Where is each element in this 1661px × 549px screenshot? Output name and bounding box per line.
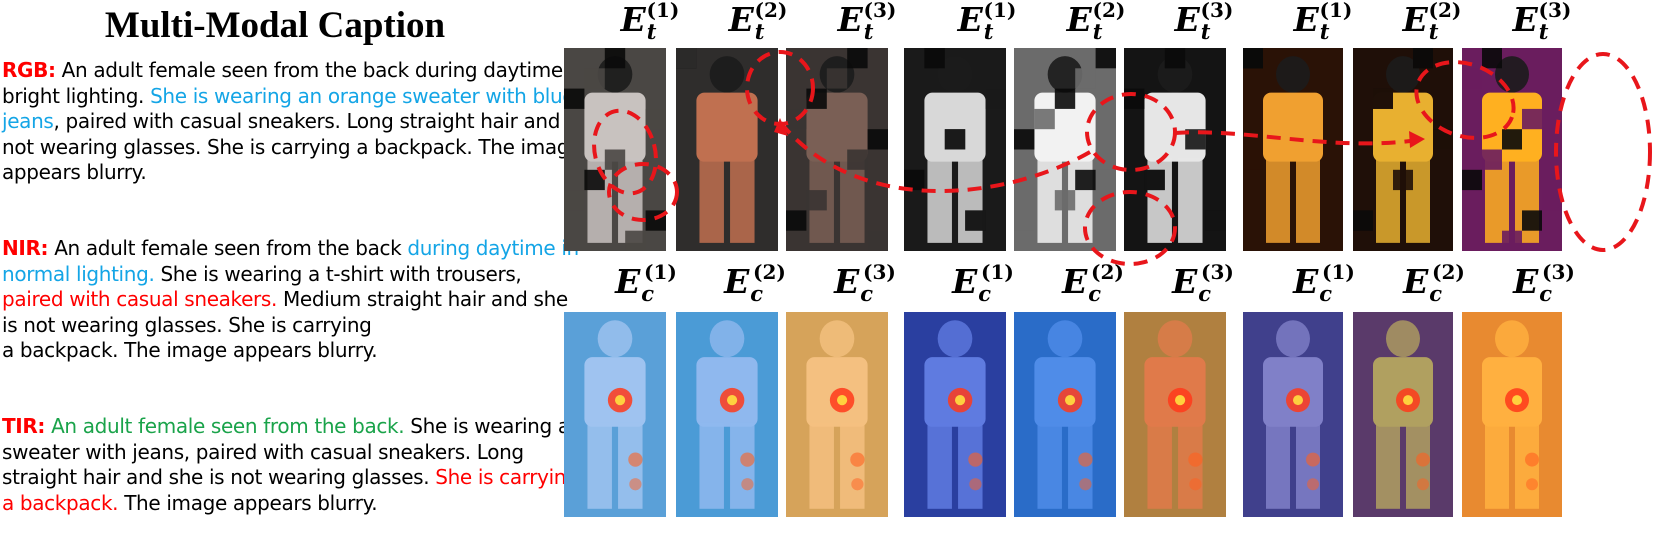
tir-highlight-green: An adult female seen from the back. [45, 414, 405, 438]
label-et-tir-3: Et(3) [1512, 0, 1572, 44]
heatmap-rgb-1 [564, 312, 666, 517]
label-et-nir-1: Et(1) [957, 0, 1017, 44]
label-ec-tir-3: Ec(3) [1513, 260, 1575, 306]
rgb-text-1: An adult female seen from the back durin… [2, 58, 587, 108]
caption-title: Multi-Modal Caption [104, 5, 446, 46]
nir-text-3: Medium straight hair and she is not wear… [2, 287, 568, 337]
tir-highlight-red-1: She is carrying [435, 465, 579, 489]
mask-map-rgb-2 [676, 48, 778, 251]
tir-text-2: The image appears blurry. [118, 490, 378, 515]
tir-text-1: She is wearing a sweater with jeans, pai… [2, 414, 570, 489]
heatmap-nir-2 [1014, 312, 1116, 517]
label-ec-rgb-3: Ec(3) [834, 260, 896, 306]
mask-map-tir-2 [1353, 48, 1453, 251]
mask-map-rgb-1 [564, 48, 666, 251]
caption-panel: Multi-Modal Caption RGB: An adult female… [0, 0, 590, 549]
mask-map-tir-3 [1462, 48, 1562, 251]
highlight-circle [1554, 52, 1652, 252]
label-et-rgb-3: Et(3) [837, 0, 897, 44]
heatmap-nir-3 [1124, 312, 1226, 517]
heatmap-tir-3 [1462, 312, 1562, 517]
mask-map-nir-3 [1124, 48, 1226, 251]
label-et-rgb-2: Et(2) [728, 0, 788, 44]
mask-map-rgb-3 [786, 48, 888, 251]
label-et-nir-3: Et(3) [1174, 0, 1234, 44]
nir-text-2: She is wearing a t-shirt with trousers, [154, 261, 522, 286]
nir-text-4: a backpack. The image appears blurry. [2, 338, 378, 362]
mask-map-nir-1 [904, 48, 1006, 251]
heatmap-rgb-3 [786, 312, 888, 517]
label-ec-tir-1: Ec(1) [1293, 260, 1355, 306]
nir-highlight-blue: during daytime in normal lighting. [2, 236, 579, 286]
label-et-rgb-1: Et(1) [620, 0, 680, 44]
label-et-tir-2: Et(2) [1402, 0, 1462, 44]
mask-map-nir-2 [1014, 48, 1116, 251]
heatmap-rgb-2 [676, 312, 778, 517]
nir-highlight-red: paired with casual sneakers. [2, 287, 277, 311]
rgb-caption: RGB: An adult female seen from the back … [2, 58, 588, 186]
heatmap-tir-2 [1353, 312, 1453, 517]
tir-label: TIR: [2, 414, 46, 438]
label-ec-rgb-2: Ec(2) [724, 260, 786, 306]
nir-label: NIR: [2, 236, 49, 260]
label-ec-nir-1: Ec(1) [952, 260, 1014, 306]
label-ec-nir-3: Ec(3) [1172, 260, 1234, 306]
tir-highlight-red-2: a backpack. [2, 490, 119, 515]
label-et-nir-2: Et(2) [1066, 0, 1126, 44]
heatmap-tir-1 [1243, 312, 1343, 517]
heatmap-nir-1 [904, 312, 1006, 517]
tir-caption: TIR: An adult female seen from the back.… [2, 414, 588, 516]
label-ec-rgb-1: Ec(1) [615, 260, 677, 306]
rgb-highlight-blue: She is wearing an orange sweater with bl… [2, 83, 575, 134]
label-ec-tir-2: Ec(2) [1403, 260, 1465, 306]
mask-map-tir-1 [1243, 48, 1343, 251]
label-ec-nir-2: Ec(2) [1062, 260, 1124, 306]
label-et-tir-1: Et(1) [1293, 0, 1353, 44]
rgb-label: RGB: [2, 58, 56, 82]
rgb-text-2: , paired with casual sneakers. Long stra… [2, 109, 582, 184]
nir-caption: NIR: An adult female seen from the back … [2, 236, 588, 364]
nir-text-1: An adult female seen from the back [48, 236, 408, 260]
